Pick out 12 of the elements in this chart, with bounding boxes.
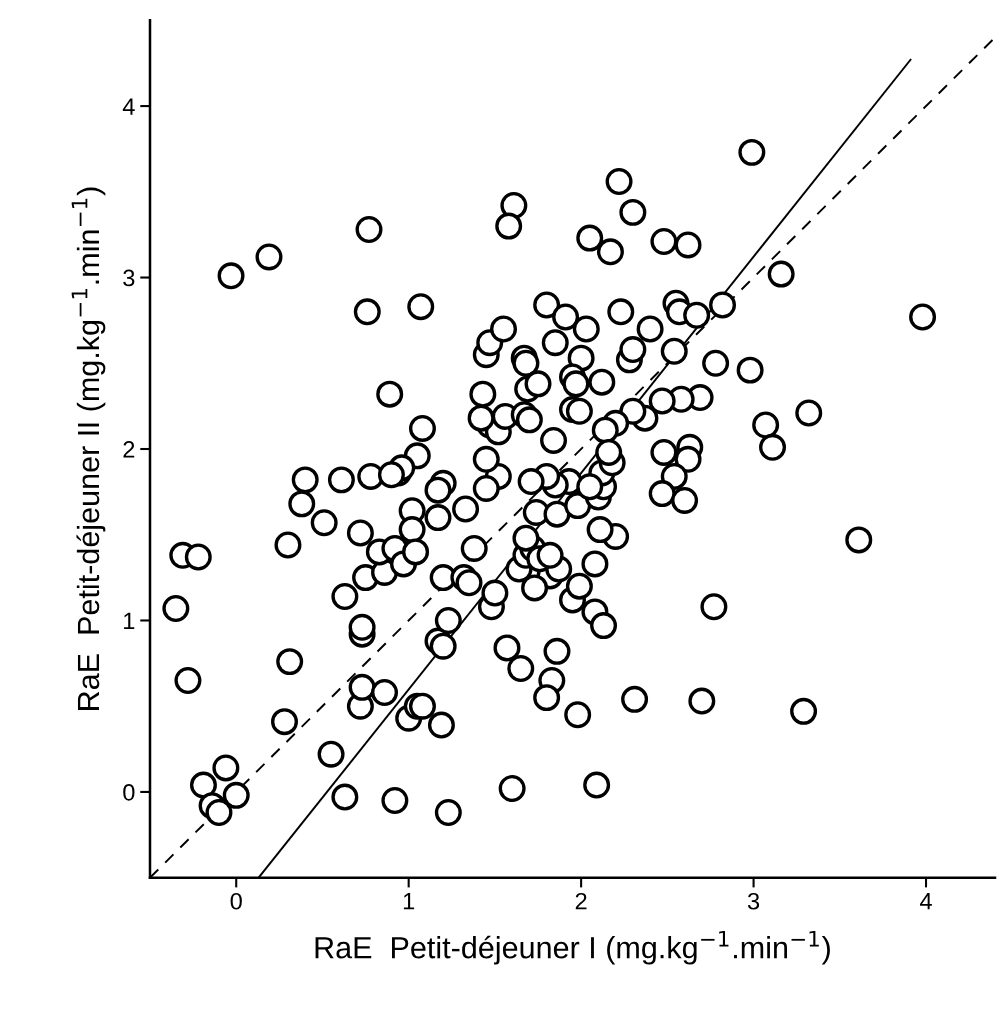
y-tick-label: 1 [124, 612, 135, 630]
x-tick-label: 4 [920, 893, 932, 910]
x-tick-label: 1 [403, 893, 415, 910]
x-tick-label: 3 [747, 892, 760, 910]
y-tick-label: 2 [123, 441, 135, 458]
y-tick-label: 3 [123, 269, 135, 287]
y-axis-title: RaE Petit-déjeuner II (mg.kg$^{−1}$.min$^{−1}$) [71, 187, 106, 710]
x-tick-label: 0 [230, 892, 242, 910]
x-tick-label: 2 [575, 892, 587, 910]
x-axis-title: RaE Petit-déjeuner I (mg.kg$^{−1}$.min$^{−1}$) [315, 930, 830, 965]
y-tick-label: 4 [122, 98, 135, 115]
y-tick-label: 0 [123, 784, 135, 801]
